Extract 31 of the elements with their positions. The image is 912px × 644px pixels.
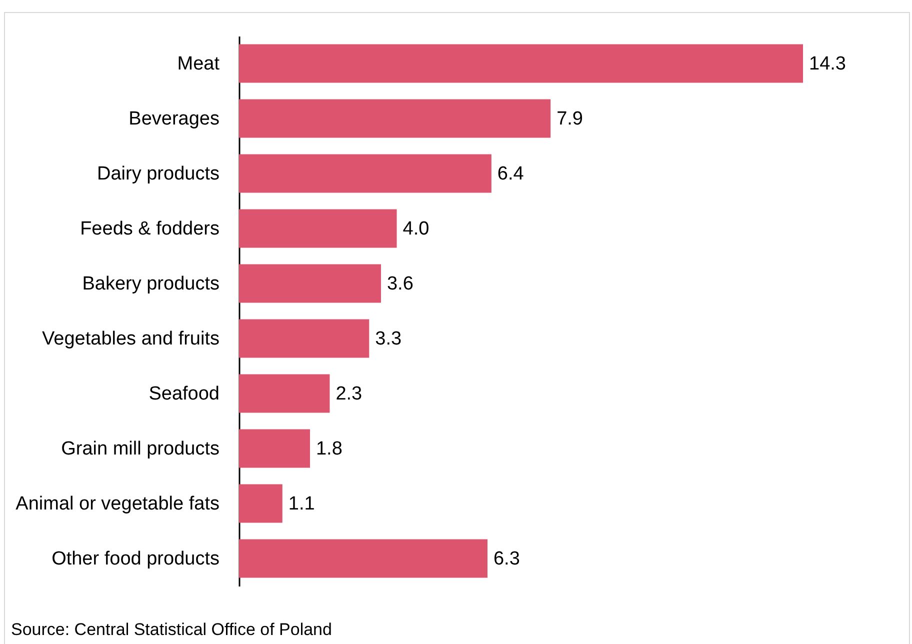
bar [239,209,397,248]
y-tick-label: Animal or vegetable fats [16,494,220,514]
y-tick-label: Feeds & fodders [80,218,220,240]
y-tick-label: Meat [177,54,220,74]
data-label: 2.3 [336,384,362,404]
data-label: 6.4 [497,164,524,184]
y-tick-label: Dairy products [97,164,220,184]
y-tick-label: Bakery products [82,274,220,294]
bar [239,264,381,303]
bar [239,44,803,83]
bar [239,99,551,138]
y-tick-label: Beverages [128,108,220,130]
y-tick-label: Seafood [148,384,220,404]
y-tick-label: Vegetables and fruits [42,328,220,350]
bar [239,429,310,468]
source-note: Source: Central Statistical Office of Poland [11,620,332,640]
bar [239,154,492,193]
bar [239,374,330,413]
y-tick-label: Grain mill products [61,438,220,460]
data-label: 7.9 [556,108,583,130]
bar [239,539,488,578]
data-label: 6.3 [493,548,520,570]
bar [239,319,370,358]
data-label: 3.3 [375,328,402,350]
data-label: 1.1 [288,494,315,514]
bar [239,484,282,523]
data-label: 1.8 [316,438,342,460]
data-label: 4.0 [402,218,430,240]
data-label: 14.3 [809,54,846,74]
y-tick-label: Other food products [52,548,220,570]
data-label: 3.6 [386,274,414,294]
